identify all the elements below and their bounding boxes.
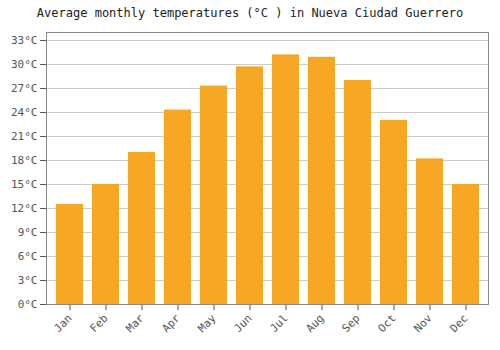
svg-text:Jun: Jun (231, 312, 254, 335)
svg-text:0°C: 0°C (18, 298, 38, 311)
html-text:Average monthly temperatures (: Average monthly temperatures (°C ) in Nu… (36, 6, 464, 20)
svg-text:30°C: 30°C (11, 58, 38, 71)
svg-text:33°C: 33°C (11, 34, 38, 47)
svg-text:Dec: Dec (447, 312, 470, 335)
svg-text:Oct: Oct (375, 312, 398, 335)
svg-text:Jan: Jan (51, 312, 74, 335)
svg-text:Jul: Jul (267, 312, 290, 335)
svg-text:27°C: 27°C (11, 82, 38, 95)
svg-text:21°C: 21°C (11, 130, 38, 143)
svg-text:May: May (195, 311, 219, 335)
svg-text:Feb: Feb (87, 312, 110, 335)
svg-text:Aug: Aug (303, 312, 326, 335)
svg-text:24°C: 24°C (11, 106, 38, 119)
svg-text:Mar: Mar (123, 311, 147, 335)
svg-text:9°C: 9°C (18, 226, 38, 239)
svg-text:Apr: Apr (159, 311, 183, 335)
svg-text:3°C: 3°C (18, 274, 38, 287)
svg-text:Sep: Sep (339, 312, 362, 335)
svg-text:Nov: Nov (411, 311, 435, 335)
svg-text:18°C: 18°C (11, 154, 38, 167)
svg-text:12°C: 12°C (11, 202, 38, 215)
svg-text:6°C: 6°C (18, 250, 38, 263)
svg-text:15°C: 15°C (11, 178, 38, 191)
